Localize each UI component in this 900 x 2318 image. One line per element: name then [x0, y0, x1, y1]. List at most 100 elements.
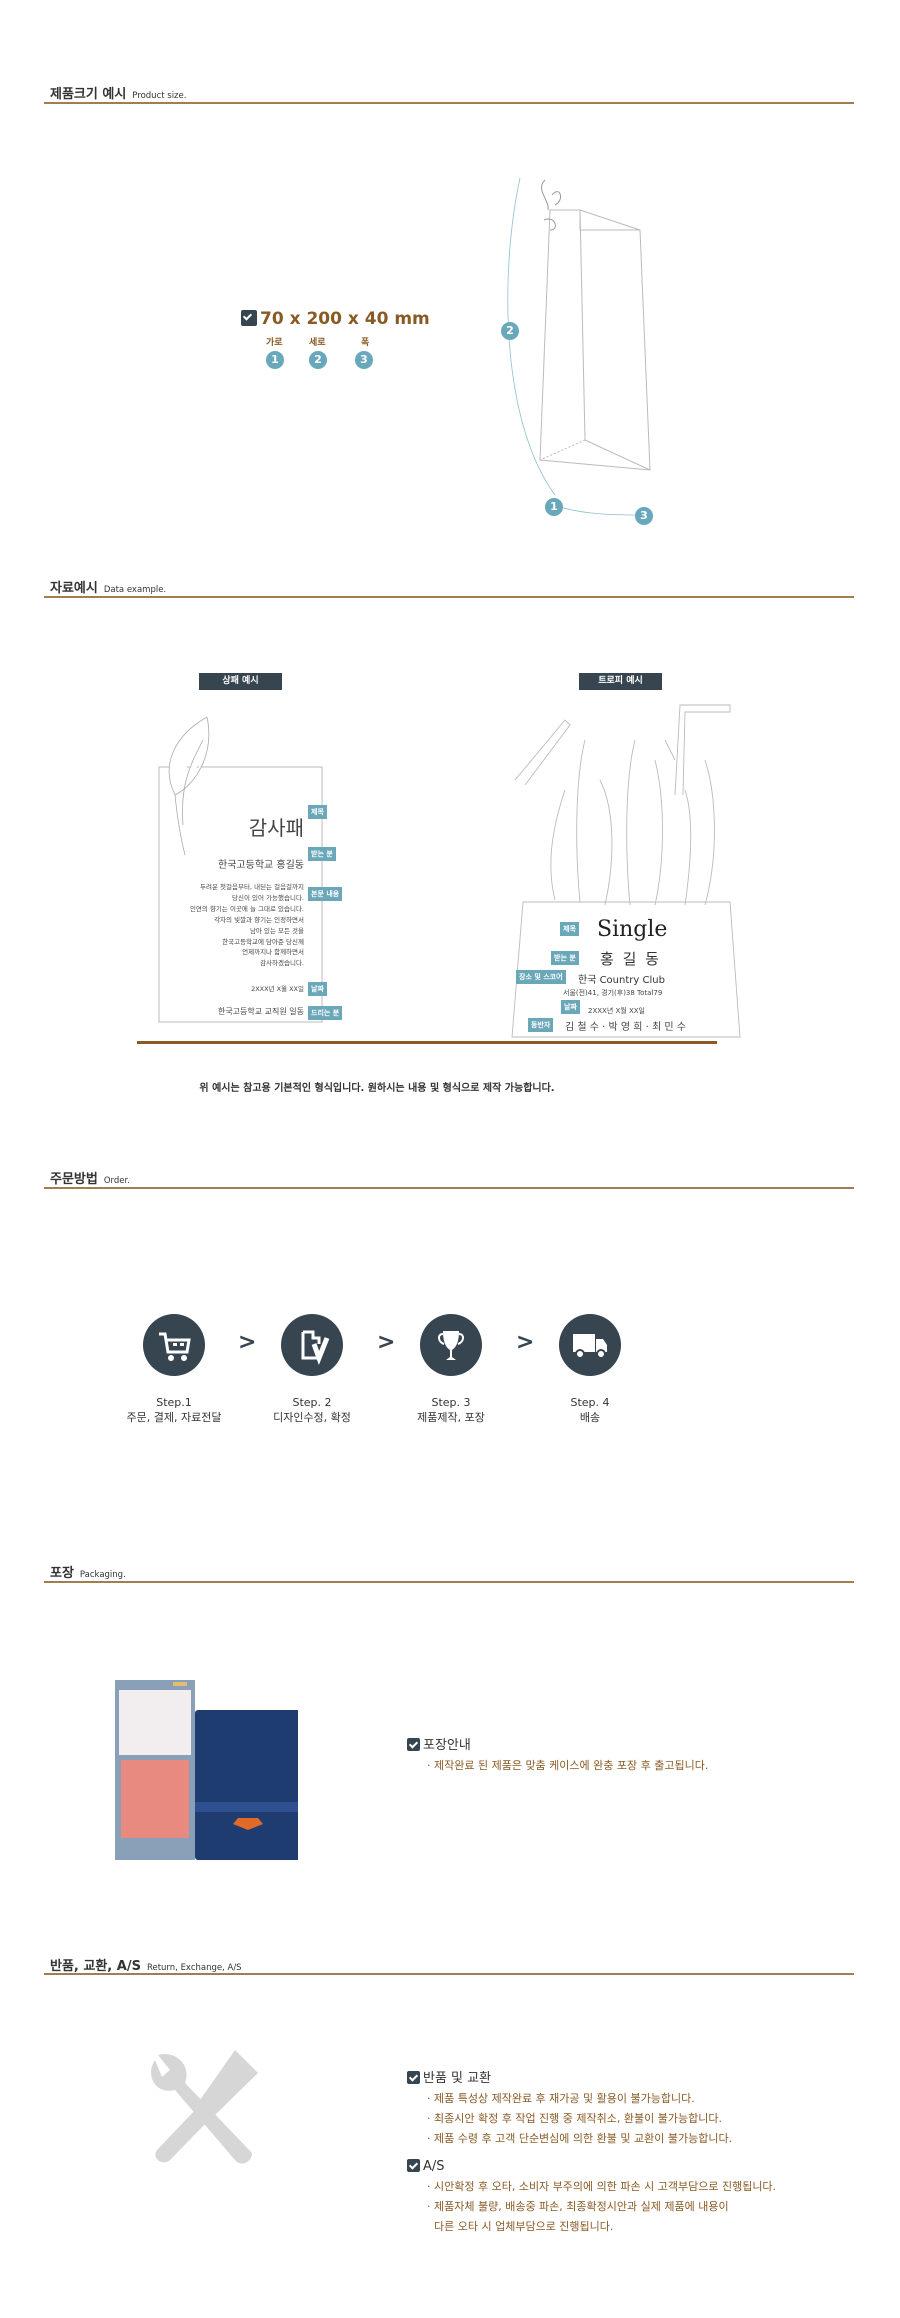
heading-text: 포장안내 [423, 1738, 471, 1753]
title-ko: 포장 [50, 1566, 74, 1581]
number-badge-1: 1 [266, 351, 284, 369]
packaging-item: · 제작완료 된 제품은 맞춤 케이스에 완충 포장 후 출고됩니다. [427, 1759, 709, 1772]
truck-icon [573, 1334, 607, 1359]
number-badge-2: 2 [309, 351, 327, 369]
step-4: Step. 4 배송 [520, 1396, 660, 1425]
step-desc: 제품제작, 포장 [417, 1411, 485, 1424]
checkbox-icon [407, 1738, 420, 1751]
trophy-title: Single [597, 917, 668, 942]
height-label: 세로 [309, 338, 326, 348]
step-arrow: > [238, 1330, 257, 1355]
diagram-badge-1: 1 [545, 498, 563, 516]
packaging-heading: 포장안내 [407, 1734, 471, 1753]
plaque-body-line: 당신이 있어 가능했습니다. [232, 894, 304, 902]
trophy-dimension-diagram [507, 177, 651, 516]
heading-text: 반품 및 교환 [423, 2071, 492, 2086]
tag-date: 날짜 [308, 982, 327, 996]
trophy-date: 2XXX년 X월 XX일 [588, 1007, 645, 1015]
returns-item: · 제품 특성상 제작완료 후 재가공 및 활용이 불가능합니다. [427, 2092, 695, 2105]
section-title-returns: 반품, 교환, A/S Return, Exchange, A/S [50, 1955, 242, 1974]
plaque-giver: 한국고등학교 교직원 일동 [217, 1007, 304, 1016]
trophy-place: 한국 Country Club [578, 975, 665, 986]
trophy-companions: 김 철 수 · 박 영 희 · 최 민 수 [565, 1022, 686, 1033]
trophy-recipient: 홍 길 동 [600, 950, 661, 968]
checkbox-icon [407, 2071, 420, 2084]
tag-title: 제목 [560, 922, 579, 936]
as-item: · 시안확정 후 오타, 소비자 부주의에 의한 파손 시 고객부담으로 진행됩… [427, 2180, 777, 2193]
step-4-circle [559, 1314, 621, 1376]
depth-label: 폭 [361, 338, 370, 348]
tag-title: 제목 [308, 805, 327, 819]
divider [44, 596, 854, 598]
badge-text: 3 [640, 509, 648, 522]
divider [44, 1187, 854, 1189]
as-item: · 제품자체 불량, 배송중 파손, 최종확정시안과 실제 제품에 내용이 [427, 2200, 729, 2213]
plaque-body-line: 각자의 빛깔과 향기는 인정하면서 [214, 916, 304, 924]
section-title-size: 제품크기 예시 Product size. [50, 83, 186, 102]
plaque-body-line: 남아 있는 모든 것을 [249, 927, 304, 935]
title-ko: 자료예시 [50, 581, 98, 596]
tag-companions: 동반자 [528, 1018, 554, 1032]
plaque-body-line: 인연의 향기는 이곳에 늘 그대로 있습니다. [189, 905, 304, 913]
trophy-icon [438, 1331, 464, 1360]
title-en: Return, Exchange, A/S [146, 1963, 242, 1973]
packaging-box-image [115, 1680, 298, 1860]
example-divider [137, 1041, 717, 1044]
step-desc: 배송 [579, 1411, 601, 1424]
section-title-order: 주문방법 Order. [50, 1168, 130, 1187]
step-3: Step. 3 제품제작, 포장 [381, 1396, 521, 1425]
tag-place: 장소 및 스코어 [516, 970, 566, 984]
badge-text: 1 [550, 500, 558, 513]
tag-recipient: 받는 분 [551, 951, 579, 965]
returns-item: · 제품 수령 후 고객 단순변심에 의한 환불 및 교환이 불가능합니다. [427, 2132, 733, 2145]
step-desc: 디자인수정, 확정 [273, 1411, 351, 1424]
title-ko: 제품크기 예시 [50, 87, 127, 102]
data-note: 위 예시는 참고용 기본적인 형식입니다. 원하시는 내용 및 형식으로 제작 … [199, 1083, 555, 1094]
trophy-outline [511, 704, 741, 1038]
badge-text: 2 [506, 324, 514, 337]
diagram-badge-2: 2 [501, 322, 519, 340]
plaque-body-line: 감사하겠습니다. [260, 959, 304, 967]
diagram-badge-3: 3 [635, 507, 653, 525]
tag-recipient: 받는 분 [308, 847, 336, 861]
plaque-body-line: 한국고등학교에 담아준 당신께 [222, 938, 304, 946]
trophy-score: 서울(전)41, 경기(후)38 Total79 [563, 989, 663, 997]
as-item: 다른 오타 시 업체부담으로 진행됩니다. [434, 2220, 614, 2233]
returns-item: · 최종시안 확정 후 작업 진행 중 제작취소, 환불이 불가능합니다. [427, 2112, 722, 2125]
title-ko: 주문방법 [50, 1172, 98, 1187]
plaque-recipient: 한국고등학교 홍길동 [218, 860, 304, 871]
step-2: Step. 2 디자인수정, 확정 [242, 1396, 382, 1425]
divider [44, 1581, 854, 1583]
plaque-body-line: 두려운 첫걸음부터, 내딛는 걸음걸까지 [200, 883, 304, 891]
cart-icon [159, 1332, 191, 1361]
title-en: Order. [103, 1176, 130, 1186]
step-desc: 주문, 결제, 자료전달 [126, 1411, 222, 1424]
plaque-date: 2XXX년 X월 XX일 [251, 985, 304, 993]
plaque-body-line: 언제까지나 함께하면서 [242, 948, 304, 956]
title-en: Product size. [132, 91, 187, 101]
step-1: Step.1 주문, 결제, 자료전달 [104, 1396, 244, 1425]
tag-date: 날짜 [561, 1000, 580, 1014]
title-en: Data example. [103, 585, 167, 595]
title-en: Packaging. [79, 1570, 126, 1580]
step-number: Step. 2 [292, 1396, 332, 1409]
heading-text: A/S [423, 2159, 445, 2174]
tools-icon [151, 2050, 258, 2164]
tag-giver: 드리는 분 [308, 1006, 343, 1020]
plaque-title: 감사패 [248, 816, 304, 840]
checkbox-icon [241, 310, 257, 326]
step-arrow: > [377, 1330, 396, 1355]
checkbox-icon [407, 2159, 420, 2172]
step-number: Step. 4 [570, 1396, 610, 1409]
step-number: Step.1 [156, 1396, 192, 1409]
width-label: 가로 [266, 338, 283, 348]
step-2-circle [281, 1314, 343, 1376]
as-heading: A/S [407, 2159, 445, 2174]
plaque-example-label: 상패 예시 [199, 673, 282, 690]
title-ko: 반품, 교환, A/S [50, 1959, 141, 1974]
divider [44, 1973, 854, 1975]
step-arrow: > [516, 1330, 535, 1355]
step-3-circle [420, 1314, 482, 1376]
step-1-circle [143, 1314, 205, 1376]
step-number: Step. 3 [431, 1396, 471, 1409]
